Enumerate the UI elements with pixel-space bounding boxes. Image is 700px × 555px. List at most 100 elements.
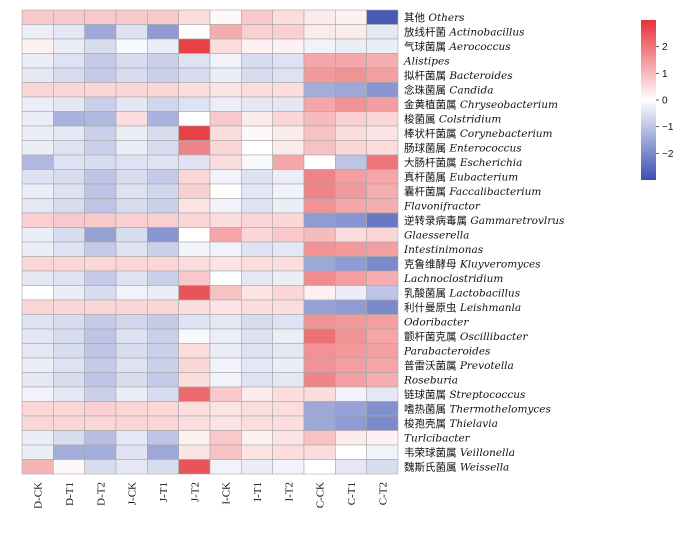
heatmap-cell: [366, 328, 399, 344]
heatmap-cell: [178, 299, 211, 315]
heatmap-cell: [209, 183, 242, 199]
heatmap-cell: [147, 212, 179, 228]
heatmap-cell: [241, 82, 273, 98]
row-label: 逆转录病毒属 Gammaretrovlrus: [404, 214, 565, 227]
heatmap-cell: [84, 285, 117, 301]
heatmap-cell: [147, 169, 179, 185]
heatmap-cell: [241, 9, 273, 25]
row-label: 大肠杆菌属 Escherichia: [404, 156, 522, 169]
heatmap-cell: [241, 328, 273, 344]
heatmap-cell: [272, 328, 305, 344]
heatmap-cell: [272, 111, 305, 127]
heatmap-cell: [84, 183, 117, 199]
heatmap-cell: [21, 459, 54, 475]
heatmap-cell: [209, 343, 242, 359]
heatmap-cell: [115, 227, 148, 243]
heatmap-cell: [303, 38, 336, 54]
heatmap-cell: [303, 154, 336, 170]
colorbar-tick-label: 2: [662, 42, 668, 53]
column-label: I-T2: [283, 482, 295, 502]
heatmap-cell: [272, 227, 305, 243]
heatmap-cell: [115, 96, 148, 112]
heatmap-cell: [272, 169, 305, 185]
heatmap-cell: [272, 270, 305, 286]
heatmap-cell: [21, 386, 54, 402]
heatmap-cell: [178, 67, 211, 83]
heatmap-cell: [21, 444, 54, 460]
heatmap-cell: [303, 227, 336, 243]
heatmap-cell: [21, 372, 54, 388]
heatmap-cell: [21, 53, 54, 69]
heatmap-cell: [178, 459, 211, 475]
column-label: J-T1: [158, 482, 170, 502]
heatmap-cell: [84, 96, 117, 112]
heatmap-cell: [178, 372, 211, 388]
heatmap-cell: [209, 9, 242, 25]
row-label: 利什曼原虫 Leishmanla: [404, 302, 521, 314]
heatmap-cell: [147, 53, 179, 69]
heatmap-cell: [53, 154, 85, 170]
heatmap-cell: [21, 140, 54, 156]
row-label: 梭孢壳属 Thielavia: [404, 417, 498, 430]
heatmap-cell: [335, 459, 367, 475]
heatmap-cell: [178, 53, 211, 69]
heatmap-cell: [178, 96, 211, 112]
heatmap-cell: [241, 459, 273, 475]
heatmap-cell: [303, 198, 336, 214]
heatmap-cell: [241, 53, 273, 69]
colorbar-gradient: [641, 20, 656, 180]
heatmap-cell: [209, 299, 242, 315]
column-label: D-T2: [95, 482, 107, 506]
heatmap-cell: [209, 227, 242, 243]
heatmap-cell: [335, 241, 367, 257]
row-label: 嗜热菌属 Thermothelomyces: [404, 402, 551, 415]
heatmap-cell: [303, 256, 336, 272]
heatmap-cell: [21, 169, 54, 185]
heatmap-cell: [84, 125, 117, 141]
heatmap-cell: [21, 227, 54, 243]
heatmap-cell: [84, 415, 117, 431]
heatmap-cell: [241, 270, 273, 286]
heatmap-cell: [303, 372, 336, 388]
heatmap-cell: [241, 169, 273, 185]
heatmap-cell: [209, 256, 242, 272]
heatmap-cell: [53, 444, 85, 460]
heatmap-cell: [209, 314, 242, 330]
heatmap-cell: [53, 125, 85, 141]
heatmap-cell: [366, 82, 399, 98]
heatmap-cell: [366, 256, 399, 272]
heatmap-cell: [178, 169, 211, 185]
heatmap-cell: [241, 125, 273, 141]
heatmap-cell: [178, 38, 211, 54]
heatmap-cell: [209, 430, 242, 446]
heatmap-cell: [241, 198, 273, 214]
heatmap-cell: [84, 169, 117, 185]
heatmap-cell: [366, 169, 399, 185]
heatmap-cell: [209, 111, 242, 127]
heatmap-cell: [366, 314, 399, 330]
column-label: C-T2: [377, 482, 389, 505]
heatmap-cell: [84, 357, 117, 373]
heatmap-cell: [21, 343, 54, 359]
heatmap-cell: [21, 314, 54, 330]
heatmap-cell: [178, 444, 211, 460]
heatmap-cell: [178, 357, 211, 373]
heatmap-cell: [303, 299, 336, 315]
heatmap-cell: [241, 285, 273, 301]
heatmap-cell: [272, 444, 305, 460]
row-label: 拟杆菌属 Bacteroides: [404, 69, 513, 82]
heatmap-cell: [209, 415, 242, 431]
heatmap-cell: [53, 343, 85, 359]
heatmap-cell: [115, 9, 148, 25]
heatmap-cell: [21, 38, 54, 54]
heatmap-cell: [366, 24, 399, 40]
heatmap-cell: [53, 38, 85, 54]
heatmap-cell: [366, 125, 399, 141]
heatmap-cell: [84, 386, 117, 402]
heatmap-cell: [272, 183, 305, 199]
row-label: 其他 Others: [404, 11, 465, 24]
heatmap-cell: [241, 415, 273, 431]
heatmap-cell: [272, 459, 305, 475]
